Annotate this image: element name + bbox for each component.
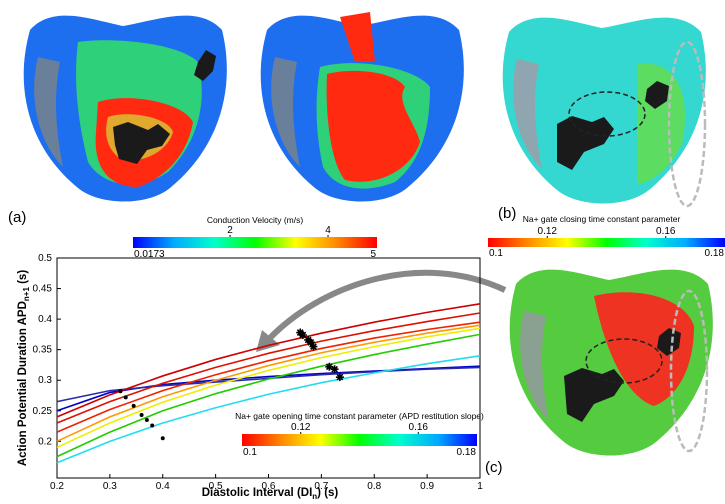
y-axis-label: Action Potential Duration APDn+1 (s) (17, 270, 31, 466)
heart-render (510, 270, 713, 456)
panel-label: (c) (485, 459, 503, 476)
star-marker (309, 343, 317, 351)
heart-render (24, 16, 227, 202)
colorbar-tick-label: 2 (227, 225, 233, 236)
colorbar-limit-label: 0.18 (457, 447, 477, 458)
dot-marker (132, 404, 136, 408)
colorbar-limit-label: 0.1 (489, 248, 503, 259)
y-tick-label: 0.3 (38, 375, 52, 386)
colorbar-tick-label: 4 (325, 225, 331, 236)
colorbar-title: Na+ gate opening time constant parameter… (235, 411, 484, 421)
y-tick-label: 0.5 (38, 253, 52, 264)
x-tick-label: 0.5 (209, 481, 223, 492)
y-tick-label: 0.2 (38, 436, 52, 447)
x-tick-label: 1 (477, 481, 483, 492)
dot-marker (140, 413, 144, 417)
y-tick-label: 0.35 (33, 345, 53, 356)
x-tick-label: 0.8 (367, 481, 381, 492)
colorbar-tick-label: 0.12 (538, 226, 558, 237)
colorbar (488, 238, 725, 247)
x-tick-label: 0.4 (156, 481, 170, 492)
dot-marker (150, 423, 154, 427)
figure: (a) (b) (c) Diastolic Interval (DIn) (s)… (0, 0, 725, 504)
colorbar-tick-label: 0.16 (409, 422, 429, 433)
y-tick-label: 0.45 (33, 284, 53, 295)
series-line (57, 367, 480, 401)
star-marker (336, 373, 344, 381)
colorbar (133, 237, 377, 248)
x-tick-label: 0.3 (103, 481, 117, 492)
colorbar-limit-label: 0.1 (243, 447, 257, 458)
star-marker (331, 365, 339, 373)
dot-marker (118, 389, 122, 393)
y-tick-label: 0.4 (38, 314, 52, 325)
panel-label: (a) (8, 209, 26, 226)
dot-marker (145, 418, 149, 422)
colorbar-limit-label: 0.18 (705, 248, 725, 259)
dot-marker (161, 436, 165, 440)
series-line (57, 356, 480, 463)
heart-render (261, 12, 464, 202)
y-tick-label: 0.25 (33, 406, 53, 417)
x-tick-label: 0.7 (314, 481, 328, 492)
dot-marker (124, 395, 128, 399)
series-line (57, 366, 480, 411)
colorbar-title: Conduction Velocity (m/s) (207, 215, 304, 225)
colorbar-tick-label: 0.16 (656, 226, 676, 237)
colorbar-title: Na+ gate closing time constant parameter (523, 214, 681, 224)
colorbar-tick-label: 0.12 (291, 422, 311, 433)
x-tick-label: 0.9 (420, 481, 434, 492)
panel-label: (b) (498, 205, 516, 222)
x-tick-label: 0.2 (50, 481, 64, 492)
x-tick-label: 0.6 (262, 481, 276, 492)
colorbar (242, 434, 477, 446)
heart-render (503, 18, 706, 206)
